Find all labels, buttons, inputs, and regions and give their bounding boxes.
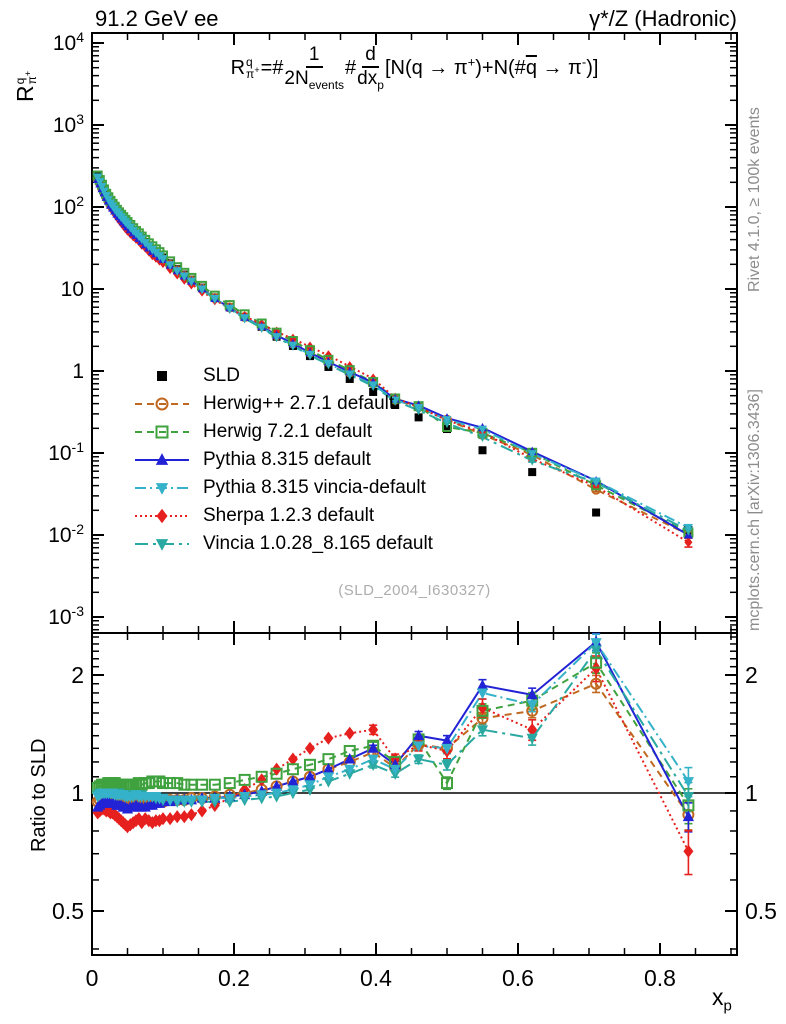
legend-item-sherpa: Sherpa 1.2.3 default (133, 502, 433, 530)
pythia-marker-icon (133, 450, 191, 470)
svg-text:1: 1 (71, 780, 84, 806)
formula-fraction-norm: 1 2Nevents (284, 44, 345, 92)
svg-text:104: 104 (53, 29, 84, 55)
x-axis-title: xp (712, 984, 732, 1015)
svg-text:1: 1 (745, 780, 758, 806)
sherpa-marker-icon (133, 506, 191, 526)
herwig7-marker-icon (133, 422, 191, 442)
legend-label: Pythia 8.315 default (203, 449, 371, 470)
legend-item-pythia: Pythia 8.315 default (133, 446, 433, 474)
svg-text:10-2: 10-2 (48, 521, 84, 547)
svg-text:0.6: 0.6 (502, 965, 534, 991)
svg-text:0.8: 0.8 (644, 965, 676, 991)
formula-hash: # (345, 56, 357, 79)
beam-energy-title: 91.2 GeV ee (95, 6, 219, 31)
svg-text:2: 2 (745, 662, 758, 688)
process-title: γ*/Z (Hadronic) (589, 6, 737, 31)
analysis-id-watermark: (SLD_2004_I630327) (338, 582, 491, 599)
legend-label: Vincia 1.0.28_8.165 default (203, 533, 433, 554)
svg-text:0.5: 0.5 (52, 898, 84, 924)
formula-fraction-deriv: d dxp (357, 44, 384, 92)
legend-label: Pythia 8.315 vincia-default (203, 477, 426, 498)
vincia-marker-icon (133, 534, 191, 554)
herwigpp-marker-icon (133, 394, 191, 414)
legend-item-herwigpp: Herwig++ 2.7.1 default (133, 390, 433, 418)
svg-text:10-1: 10-1 (48, 439, 84, 465)
legend-label: Herwig++ 2.7.1 default (203, 393, 395, 414)
legend-item-sld: SLD (133, 362, 433, 390)
formula-lhs-base: R (230, 56, 246, 79)
legend-item-herwig7: Herwig 7.2.1 default (133, 418, 433, 446)
svg-text:0.4: 0.4 (360, 965, 392, 991)
svg-text:0.2: 0.2 (218, 965, 250, 991)
qbar-symbol: q (525, 56, 537, 79)
legend: SLD Herwig++ 2.7.1 default Herwig 7.2.1 … (133, 362, 433, 558)
svg-text:2: 2 (71, 662, 84, 688)
formula-equals: =# (260, 56, 284, 79)
pythia-vincia-marker-icon (133, 478, 191, 498)
formula-rhs: [N(q → π+)+N(#q → π-)] (384, 54, 599, 79)
ratio-y-axis-title: Ratio to SLD (28, 738, 50, 852)
rivet-version-note: Rivet 4.1.0, ≥ 100k events (746, 107, 763, 292)
legend-item-pythia-vincia: Pythia 8.315 vincia-default (133, 474, 433, 502)
svg-text:0: 0 (86, 965, 99, 991)
svg-text:102: 102 (53, 193, 84, 219)
sld-marker-icon (133, 366, 191, 386)
svg-text:10-3: 10-3 (48, 603, 84, 629)
formula-lhs-scripts: q π+ (246, 55, 260, 82)
svg-text:0.5: 0.5 (745, 898, 777, 924)
svg-text:1: 1 (72, 360, 84, 383)
mcplots-arxiv-note: mcplots.cern.ch [arXiv:1306.3436] (746, 389, 763, 631)
svg-text:103: 103 (53, 111, 84, 137)
legend-label: SLD (203, 365, 240, 386)
legend-item-vincia: Vincia 1.0.28_8.165 default (133, 530, 433, 558)
legend-label: Herwig 7.2.1 default (203, 421, 372, 442)
svg-text:10: 10 (61, 278, 84, 301)
legend-label: Sherpa 1.2.3 default (203, 505, 375, 526)
data-markers (91, 170, 695, 858)
